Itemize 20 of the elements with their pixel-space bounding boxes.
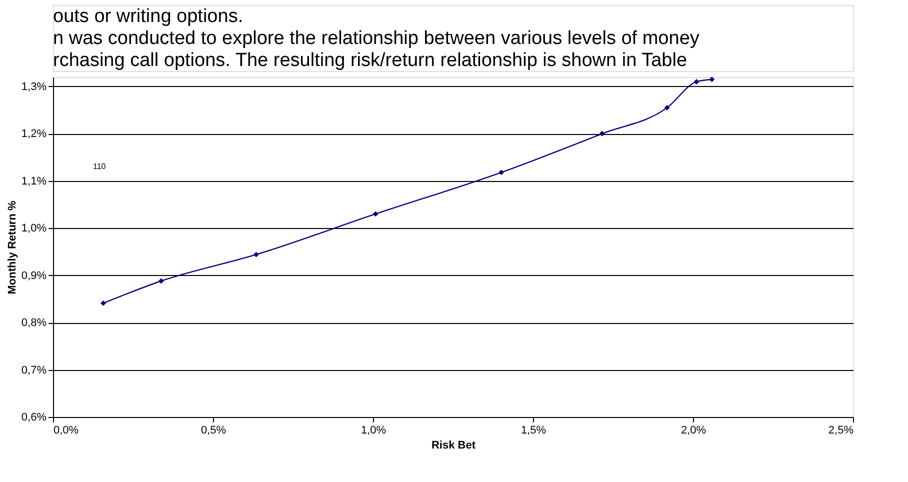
- x-tick-label: 0,5%: [200, 424, 226, 436]
- annotation: 110: [93, 162, 106, 171]
- x-tick-label: 1,0%: [360, 424, 386, 436]
- x-tick-label: 0,0%: [54, 424, 79, 436]
- x-tick-label: 1,5%: [520, 424, 546, 436]
- y-tick-label: 0,9%: [21, 270, 47, 282]
- text: rchasing call options. The resulting risk/return relationship is shown in Table: [53, 50, 688, 71]
- y-tick-label: 0,8%: [21, 317, 47, 330]
- y-tick-label: 1,2%: [21, 128, 47, 140]
- y-tick-label: 1,3%: [21, 80, 47, 93]
- text: n was conducted to explore the relationship between various levels of money: [53, 28, 700, 49]
- x-tick-label: 2,0%: [680, 424, 706, 436]
- text: outs or writing options.: [53, 6, 244, 27]
- y-tick-label: 1,1%: [21, 175, 47, 188]
- y-tick-label: 1,0%: [21, 222, 47, 235]
- y-tick-label: 0,7%: [21, 364, 47, 376]
- y-axis-title: Monthly Return %: [6, 200, 18, 294]
- y-tick-label: 0,6%: [21, 412, 47, 424]
- x-axis-title: Risk Bet: [431, 440, 476, 452]
- x-tick-label: 2,5%: [828, 424, 854, 436]
